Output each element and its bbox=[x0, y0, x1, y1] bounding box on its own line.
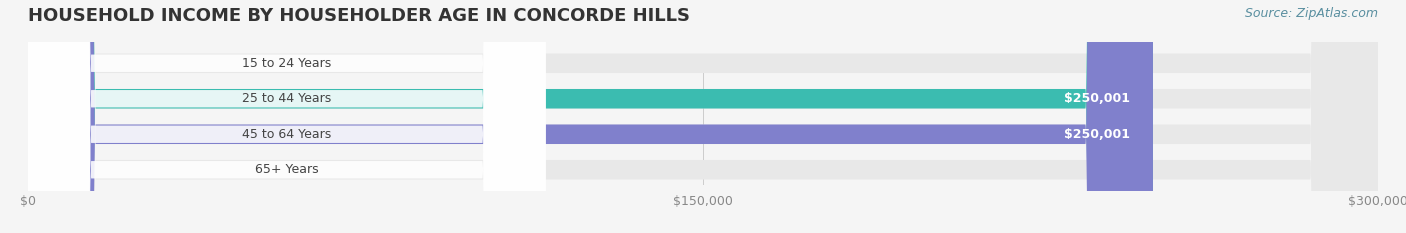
Text: 25 to 44 Years: 25 to 44 Years bbox=[242, 92, 332, 105]
Text: $250,001: $250,001 bbox=[1064, 128, 1130, 141]
Text: $250,001: $250,001 bbox=[1064, 92, 1130, 105]
FancyBboxPatch shape bbox=[28, 0, 546, 233]
FancyBboxPatch shape bbox=[28, 0, 546, 233]
Text: $0: $0 bbox=[55, 163, 72, 176]
FancyBboxPatch shape bbox=[28, 0, 1153, 233]
FancyBboxPatch shape bbox=[28, 0, 546, 233]
FancyBboxPatch shape bbox=[28, 0, 1378, 233]
FancyBboxPatch shape bbox=[28, 0, 1378, 233]
Text: Source: ZipAtlas.com: Source: ZipAtlas.com bbox=[1244, 7, 1378, 20]
FancyBboxPatch shape bbox=[28, 0, 546, 233]
Text: 15 to 24 Years: 15 to 24 Years bbox=[242, 57, 332, 70]
Text: 45 to 64 Years: 45 to 64 Years bbox=[242, 128, 332, 141]
FancyBboxPatch shape bbox=[28, 0, 1153, 233]
Text: 65+ Years: 65+ Years bbox=[254, 163, 319, 176]
FancyBboxPatch shape bbox=[28, 0, 1378, 233]
FancyBboxPatch shape bbox=[28, 0, 1378, 233]
Text: $0: $0 bbox=[55, 57, 72, 70]
Text: HOUSEHOLD INCOME BY HOUSEHOLDER AGE IN CONCORDE HILLS: HOUSEHOLD INCOME BY HOUSEHOLDER AGE IN C… bbox=[28, 7, 690, 25]
